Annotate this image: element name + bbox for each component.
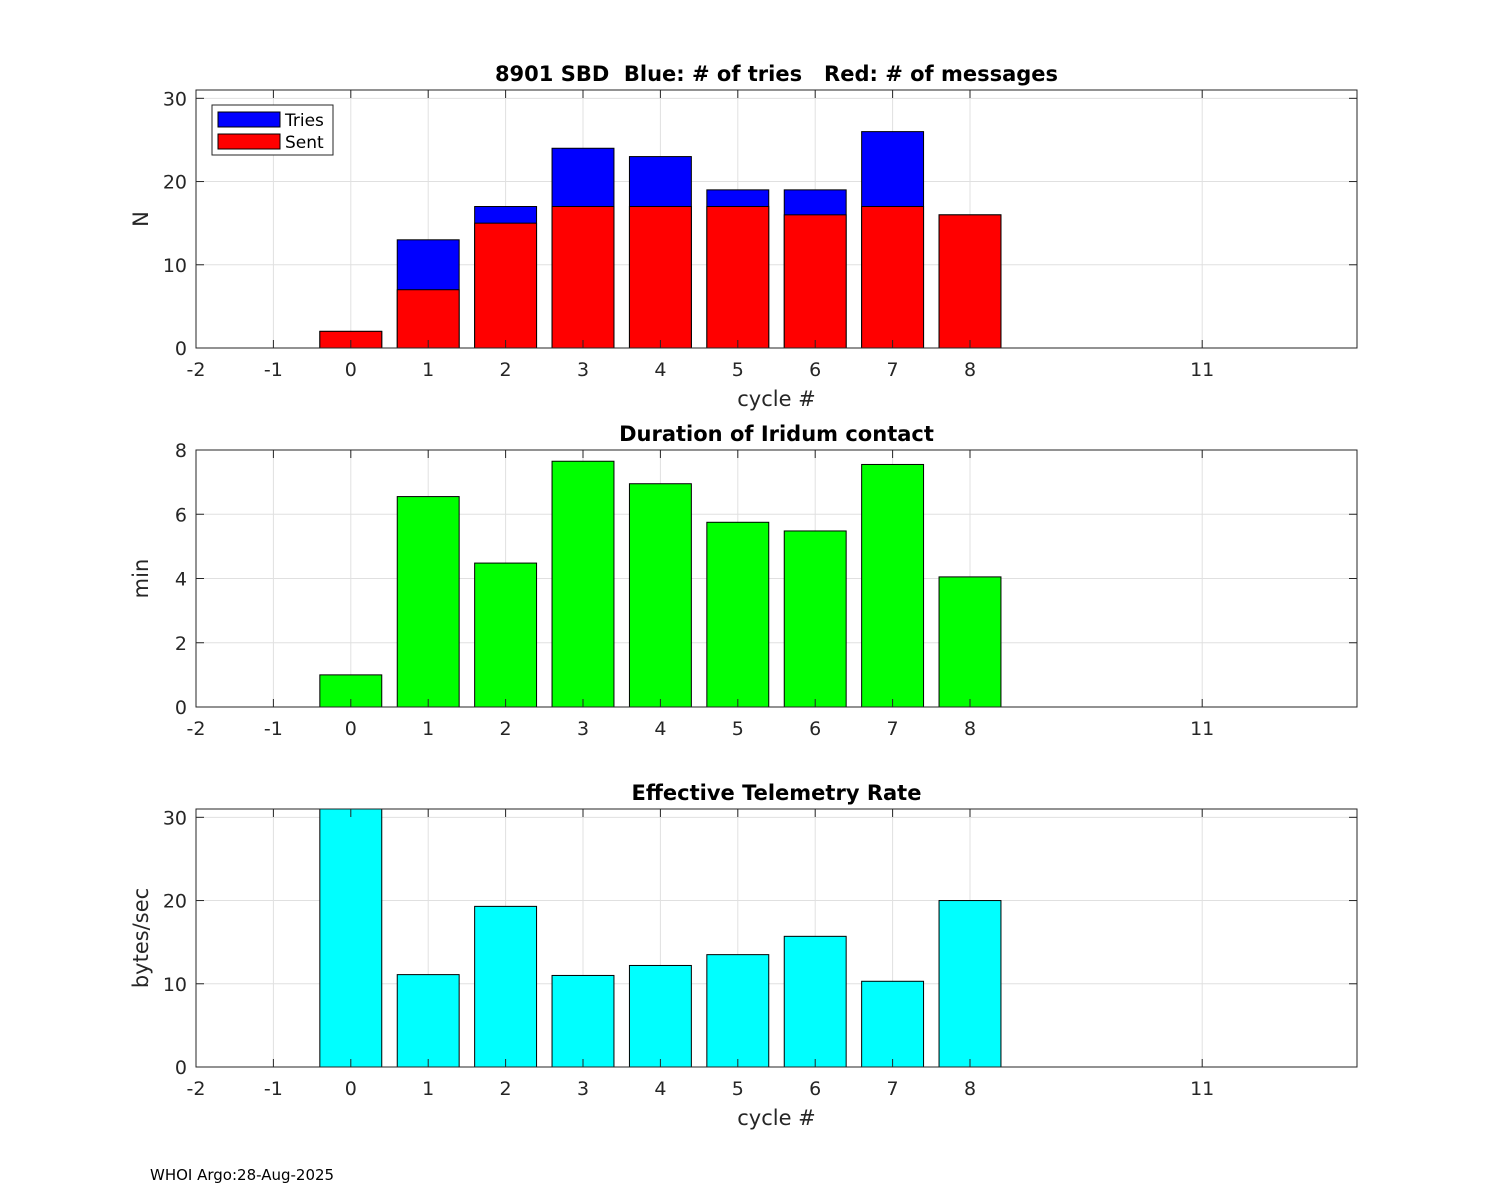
bar-duration-cycle-3 bbox=[551, 460, 615, 708]
x-tick-label: 7 bbox=[887, 1078, 899, 1100]
footer-label: WHOI Argo:28-Aug-2025 bbox=[150, 1166, 335, 1184]
chart-panel-1: -2 -1 0 1 2 3 4 5 6 7 8 11 0 10 20 30 8901 SBD Blue: # o… bbox=[129, 62, 1358, 411]
x-tick-label: 5 bbox=[732, 718, 744, 740]
chart-panel-2: -2 -1 0 1 2 3 4 5 6 7 8 11 0 2 4 6 8 Duration of Iridum c… bbox=[129, 422, 1358, 740]
bar-sent-cycle-4 bbox=[628, 206, 692, 349]
bar-duration-cycle-6 bbox=[783, 530, 847, 708]
bar-rate-cycle-7 bbox=[861, 980, 925, 1068]
y-tick-label: 20 bbox=[163, 172, 187, 194]
x-tick-label: 11 bbox=[1190, 359, 1214, 381]
bar-sent-cycle-2 bbox=[474, 222, 538, 349]
y-tick-label: 20 bbox=[163, 891, 187, 913]
bar-rate-cycle-4 bbox=[628, 964, 692, 1068]
x-tick-label: 5 bbox=[732, 359, 744, 381]
y-tick-label: 10 bbox=[163, 974, 187, 996]
x-tick-label: 8 bbox=[964, 1078, 976, 1100]
x-tick-label: 8 bbox=[964, 718, 976, 740]
bar-rate-cycle-5 bbox=[706, 954, 770, 1068]
x-tick-label: 0 bbox=[345, 1078, 357, 1100]
bar-rate-cycle-8 bbox=[938, 900, 1002, 1068]
x-tick-label: -1 bbox=[264, 1078, 283, 1100]
bar-sent-cycle-1 bbox=[396, 289, 460, 349]
plot-area bbox=[196, 90, 1357, 348]
y-tick-label: 10 bbox=[163, 255, 187, 277]
x-tick-label: 4 bbox=[654, 1078, 666, 1100]
y-tick-label: 30 bbox=[163, 88, 187, 110]
chart-panel-3: -2 -1 0 1 2 3 4 5 6 7 8 11 0 10 20 30 Effective Telemetr… bbox=[129, 781, 1358, 1130]
y-axis-label: bytes/sec bbox=[129, 888, 153, 988]
x-tick-label: 11 bbox=[1190, 1078, 1214, 1100]
x-tick-label: 11 bbox=[1190, 718, 1214, 740]
x-axis-label: cycle # bbox=[737, 1106, 816, 1130]
bar-sent-cycle-8 bbox=[938, 214, 1002, 349]
x-tick-label: 0 bbox=[345, 359, 357, 381]
x-tick-label: 3 bbox=[577, 718, 589, 740]
x-tick-label: 2 bbox=[500, 718, 512, 740]
x-tick-label: 7 bbox=[887, 718, 899, 740]
y-tick-label: 4 bbox=[175, 569, 187, 591]
x-tick-label: 0 bbox=[345, 718, 357, 740]
plot-area bbox=[196, 809, 1357, 1067]
y-tick-label: 2 bbox=[175, 633, 187, 655]
axes-box bbox=[195, 89, 1358, 349]
legend-swatch-tries bbox=[217, 111, 281, 128]
x-tick-label: 6 bbox=[809, 1078, 821, 1100]
y-tick-label: 8 bbox=[175, 440, 187, 462]
bar-duration-cycle-4 bbox=[628, 483, 692, 708]
x-tick-label: -2 bbox=[187, 1078, 206, 1100]
bar-rate-cycle-6 bbox=[783, 935, 847, 1068]
bar-sent-cycle-3 bbox=[551, 206, 615, 349]
x-tick-label: 1 bbox=[422, 718, 434, 740]
x-tick-label: 3 bbox=[577, 1078, 589, 1100]
x-tick-label: 4 bbox=[654, 359, 666, 381]
bar-sent-cycle-5 bbox=[706, 206, 770, 349]
bar-duration-cycle-5 bbox=[706, 521, 770, 708]
bar-duration-cycle-7 bbox=[861, 463, 925, 708]
x-tick-label: 6 bbox=[809, 359, 821, 381]
y-axis-label: min bbox=[129, 559, 153, 599]
bar-rate-cycle-1 bbox=[396, 974, 460, 1068]
chart-title: 8901 SBD Blue: # of tries Red: # of mess… bbox=[495, 62, 1058, 86]
x-tick-label: 1 bbox=[422, 359, 434, 381]
x-tick-label: -1 bbox=[264, 359, 283, 381]
chart-title: Effective Telemetry Rate bbox=[632, 781, 922, 805]
bar-duration-cycle-8 bbox=[938, 576, 1002, 708]
x-tick-label: 8 bbox=[964, 359, 976, 381]
x-tick-label: -2 bbox=[187, 359, 206, 381]
bar-duration-cycle-1 bbox=[396, 496, 460, 708]
x-tick-label: 2 bbox=[500, 359, 512, 381]
x-tick-label: 3 bbox=[577, 359, 589, 381]
y-tick-label: 30 bbox=[163, 807, 187, 829]
bar-duration-cycle-2 bbox=[474, 562, 538, 708]
x-tick-label: 6 bbox=[809, 718, 821, 740]
y-axis-label: N bbox=[129, 211, 153, 227]
x-tick-label: 4 bbox=[654, 718, 666, 740]
legend-swatch-sent bbox=[217, 133, 281, 150]
chart-title: Duration of Iridum contact bbox=[619, 422, 934, 446]
legend-label-tries: Tries bbox=[284, 111, 324, 131]
x-tick-label: 1 bbox=[422, 1078, 434, 1100]
x-tick-label: -1 bbox=[264, 718, 283, 740]
y-tick-label: 0 bbox=[175, 1057, 187, 1079]
bar-rate-cycle-3 bbox=[551, 974, 615, 1068]
x-tick-label: 2 bbox=[500, 1078, 512, 1100]
x-axis-label: cycle # bbox=[737, 387, 816, 411]
axes-box bbox=[195, 808, 1358, 1068]
x-tick-label: 5 bbox=[732, 1078, 744, 1100]
y-tick-label: 0 bbox=[175, 338, 187, 360]
bar-rate-cycle-0 bbox=[319, 808, 383, 1068]
y-tick-label: 0 bbox=[175, 697, 187, 719]
bar-sent-cycle-6 bbox=[783, 214, 847, 349]
legend-label-sent: Sent bbox=[285, 133, 324, 153]
bar-rate-cycle-2 bbox=[474, 905, 538, 1068]
x-tick-label: -2 bbox=[187, 718, 206, 740]
x-tick-label: 7 bbox=[887, 359, 899, 381]
y-tick-label: 6 bbox=[175, 504, 187, 526]
bar-sent-cycle-7 bbox=[861, 206, 925, 349]
